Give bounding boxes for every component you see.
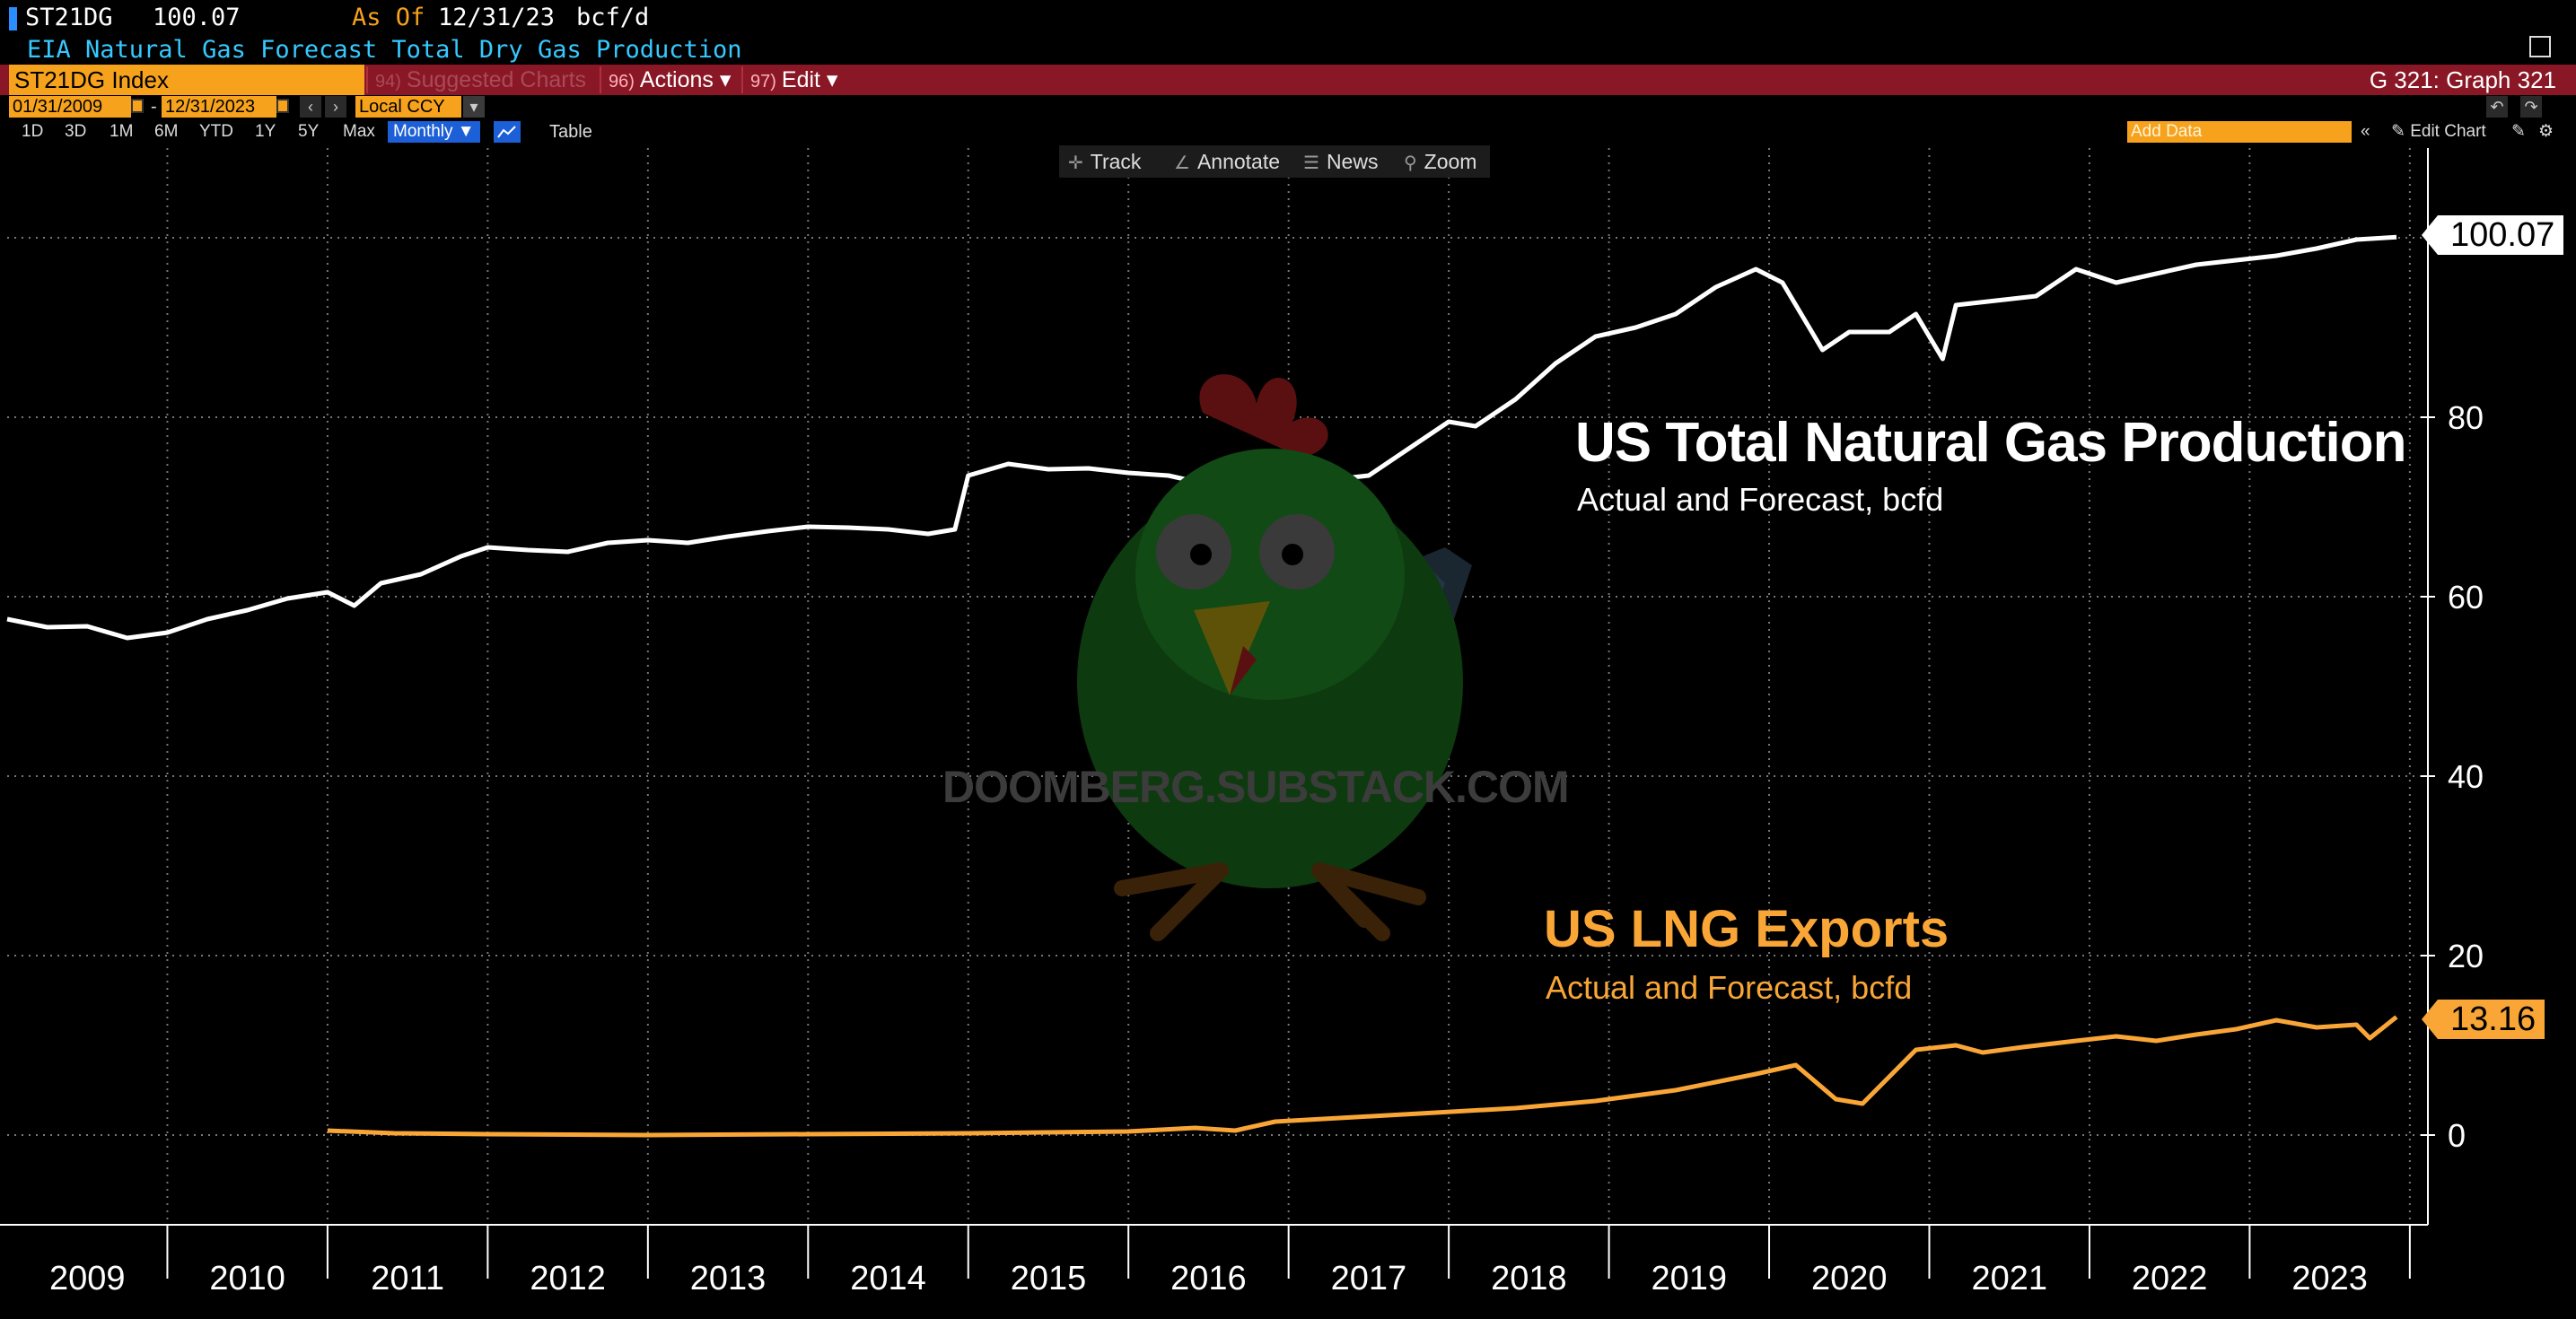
gas-annotation-subtitle: Actual and Forecast, bcfd: [1577, 481, 1944, 518]
x-tick-label: 2009: [49, 1260, 126, 1297]
suggested-num: 94): [375, 72, 401, 92]
x-tick-label: 2011: [371, 1260, 444, 1297]
gas-annotation-title: US Total Natural Gas Production: [1575, 412, 2407, 474]
magnifier-icon: ⚲: [1404, 153, 1417, 173]
currency-dropdown-icon[interactable]: ▾: [463, 96, 485, 118]
news-button[interactable]: ☰ News: [1303, 145, 1378, 178]
track-button[interactable]: ✛ Track: [1068, 145, 1141, 178]
calendar-icon[interactable]: [276, 99, 289, 113]
lng-annotation-subtitle: Actual and Forecast, bcfd: [1546, 969, 1913, 1006]
annotate-label: Annotate: [1196, 150, 1281, 173]
zoom-button[interactable]: ⚲ Zoom: [1404, 145, 1476, 178]
redo-icon[interactable]: ↷: [2520, 96, 2542, 118]
edit-chart-label: Edit Chart: [2410, 122, 2486, 141]
calendar-icon[interactable]: [131, 99, 144, 113]
x-tick-label: 2010: [209, 1260, 285, 1297]
popout-icon[interactable]: [2529, 36, 2551, 57]
y-tick-label: 60: [2448, 579, 2484, 616]
x-tick-label: 2018: [1491, 1260, 1567, 1297]
actions-label: Actions ▾: [639, 67, 732, 92]
x-tick-label: 2023: [2291, 1260, 2368, 1297]
frequency-select[interactable]: Monthly ▼: [388, 121, 480, 143]
chicken-mascot-icon: [1077, 374, 1472, 941]
x-tick-label: 2012: [530, 1260, 606, 1297]
chart-grid: [7, 148, 2428, 1225]
crosshair-icon: ✛: [1068, 153, 1083, 173]
graph-label: G 321: Graph 321: [2369, 66, 2556, 93]
y-tick-label: 20: [2448, 938, 2484, 974]
start-date-field[interactable]: 01/31/2009: [9, 96, 131, 118]
gas-last-value-tag: 100.07: [2421, 215, 2564, 255]
x-tick-label: 2014: [850, 1260, 926, 1297]
pen-icon: ∠: [1174, 153, 1190, 173]
last-value: 100.07: [153, 4, 241, 31]
table-button[interactable]: Table: [549, 122, 592, 142]
ticker-marker: [9, 7, 17, 31]
x-tick-label: 2017: [1331, 1260, 1407, 1297]
unit-label: bcf/d: [576, 4, 650, 31]
watermark: DOOMBERG.SUBSTACK.COM: [942, 762, 1570, 812]
prev-period-button[interactable]: ‹: [300, 96, 321, 118]
x-tick-label: 2016: [1170, 1260, 1247, 1297]
range-1d[interactable]: 1D: [22, 122, 44, 141]
x-tick-label: 2021: [1971, 1260, 2047, 1297]
collapse-icon[interactable]: «: [2361, 122, 2370, 141]
annotate-button[interactable]: ∠ Annotate: [1174, 145, 1280, 178]
lng-annotation-title: US LNG Exports: [1544, 900, 1950, 958]
as-of-label: As Of: [352, 4, 425, 31]
track-label: Track: [1090, 150, 1142, 173]
edit-label: Edit ▾: [781, 67, 838, 92]
range-ytd[interactable]: YTD: [199, 122, 233, 141]
y-tick-label: 40: [2448, 758, 2484, 795]
x-tick-label: 2019: [1652, 1260, 1728, 1297]
settings-icon[interactable]: ⚙: [2538, 122, 2554, 141]
range-1y[interactable]: 1Y: [255, 122, 276, 141]
zoom-label: Zoom: [1424, 150, 1477, 173]
title-bar: ST21DG 100.07 As Of 12/31/23 bcf/d: [0, 0, 2576, 36]
news-icon: ☰: [1303, 153, 1319, 173]
y-tick-label: 80: [2448, 399, 2484, 436]
edit-chart-button[interactable]: ✎ Edit Chart: [2391, 122, 2486, 141]
range-3d[interactable]: 3D: [65, 122, 87, 141]
x-tick-label: 2015: [1011, 1260, 1087, 1297]
x-axis: 2009 2010 2011 2012 2013 2014 2015 2016 2017 2018…: [0, 1224, 2428, 1297]
end-date-field[interactable]: 12/31/2023: [162, 96, 276, 118]
date-bar: 01/31/2009 - 12/31/2023 ‹ › Local CCY ▾ …: [0, 95, 2576, 118]
next-period-button[interactable]: ›: [325, 96, 346, 118]
lng-last-value-tag: 13.16: [2421, 1000, 2545, 1039]
edit-menu-button[interactable]: 97) Edit ▾: [741, 66, 845, 93]
edit-num: 97): [750, 72, 776, 92]
y-tick-label: 0: [2448, 1117, 2466, 1154]
pencil-icon[interactable]: ✎: [2511, 122, 2526, 141]
x-tick-label: 2020: [1811, 1260, 1888, 1297]
as-of-date: 12/31/23: [438, 4, 556, 31]
line-chart-icon[interactable]: [494, 121, 521, 143]
security-field[interactable]: ST21DG Index: [9, 65, 364, 95]
ticker[interactable]: ST21DG: [25, 4, 113, 31]
suggested-charts-button[interactable]: 94) Suggested Charts: [366, 66, 593, 93]
news-label: News: [1326, 150, 1379, 173]
undo-icon[interactable]: ↶: [2486, 96, 2508, 118]
add-data-input[interactable]: Add Data: [2127, 121, 2352, 143]
range-bar: 1D 3D 1M 6M YTD 1Y 5Y Max Monthly ▼ Tabl…: [0, 118, 2576, 145]
x-tick-label: 2013: [690, 1260, 767, 1297]
series-description: EIA Natural Gas Forecast Total Dry Gas P…: [27, 36, 742, 64]
chart-toolbar: ✛ Track ∠ Annotate ☰ News ⚲ Zoom: [1059, 145, 1490, 178]
y-axis: 0 20 40 60 80: [2421, 148, 2484, 1225]
currency-select[interactable]: Local CCY: [355, 96, 461, 118]
actions-menu-button[interactable]: 96) Actions ▾: [600, 66, 738, 93]
suggested-label: Suggested Charts: [406, 67, 587, 92]
range-1m[interactable]: 1M: [110, 122, 134, 141]
range-max[interactable]: Max: [343, 122, 375, 141]
range-5y[interactable]: 5Y: [298, 122, 320, 141]
date-separator: -: [151, 97, 157, 117]
actions-num: 96): [609, 72, 635, 92]
x-tick-label: 2022: [2132, 1260, 2208, 1297]
range-6m[interactable]: 6M: [154, 122, 179, 141]
lng-exports-line: [327, 1015, 2398, 1138]
menu-bar: ST21DG Index 94) Suggested Charts 96) Acti…: [0, 65, 2576, 95]
